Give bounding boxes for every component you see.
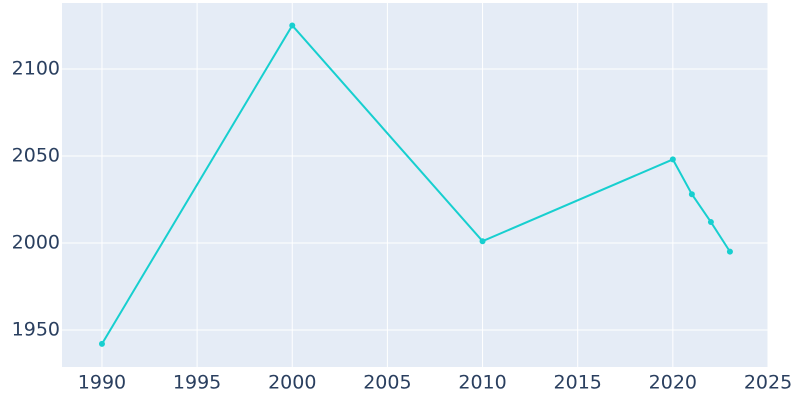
- data-point: [98, 340, 105, 347]
- y-tick-label: 2100: [12, 57, 60, 79]
- x-tick-label: 2020: [649, 372, 697, 394]
- x-tick-label: 1990: [78, 372, 126, 394]
- x-tick-label: 2000: [268, 372, 316, 394]
- y-tick-label: 2000: [12, 231, 60, 253]
- x-tick-label: 2015: [554, 372, 602, 394]
- x-tick-label: 2010: [458, 372, 506, 394]
- x-tick-label: 1995: [173, 372, 221, 394]
- data-point: [289, 22, 296, 29]
- data-point: [669, 156, 676, 163]
- data-point: [726, 248, 733, 255]
- y-tick-label: 2050: [12, 144, 60, 166]
- x-tick-label: 2025: [744, 372, 792, 394]
- x-tick-label: 2005: [363, 372, 411, 394]
- data-point: [479, 238, 486, 245]
- plot-area: [62, 3, 768, 367]
- y-tick-label: 1950: [12, 318, 60, 340]
- data-point: [707, 219, 714, 226]
- data-point: [688, 191, 695, 198]
